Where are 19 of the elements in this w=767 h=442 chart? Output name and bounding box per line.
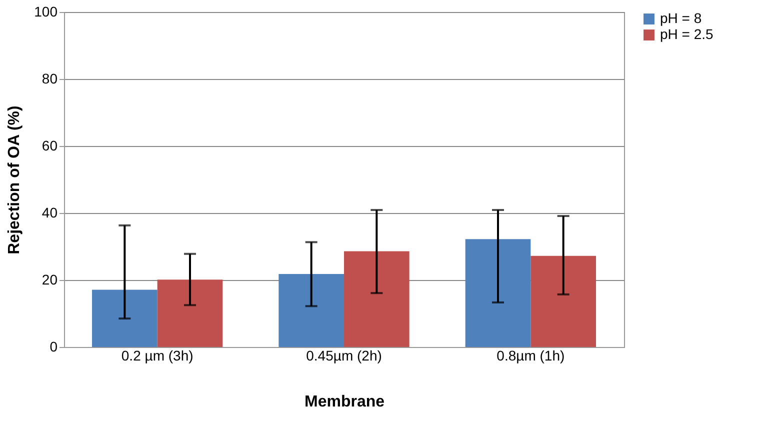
y-tick-label: 40 bbox=[42, 204, 58, 220]
bar bbox=[157, 280, 223, 347]
x-tick-label: 0.45µm (2h) bbox=[306, 348, 382, 364]
x-tick-label: 0.2 µm (3h) bbox=[121, 348, 194, 364]
y-tick-label: 20 bbox=[42, 272, 58, 288]
legend-label: pH = 2.5 bbox=[660, 26, 714, 42]
x-axis-title: Membrane bbox=[304, 394, 385, 410]
y-tick-label: 100 bbox=[34, 4, 58, 20]
legend-label: pH = 8 bbox=[660, 10, 702, 26]
y-tick-label: 80 bbox=[42, 70, 58, 86]
x-tick-label: 0.8µm (1h) bbox=[496, 348, 565, 364]
bar bbox=[278, 274, 344, 347]
bar bbox=[92, 290, 158, 347]
y-axis-title: Rejection of OA (%) bbox=[6, 106, 24, 254]
y-tick-label: 0 bbox=[50, 338, 58, 354]
bar bbox=[344, 251, 410, 347]
bar bbox=[465, 239, 531, 347]
bar bbox=[530, 256, 596, 347]
y-tick-label: 60 bbox=[42, 138, 58, 154]
